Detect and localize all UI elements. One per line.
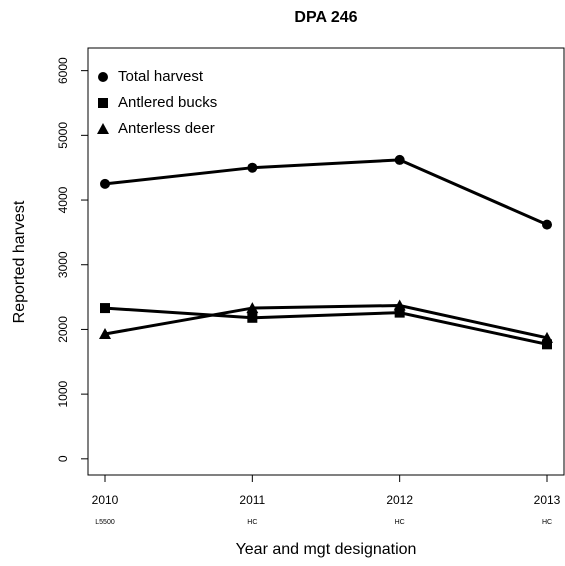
designation-label: HC <box>395 519 405 526</box>
y-tick-label: 4000 <box>56 186 70 213</box>
marker <box>542 219 552 230</box>
chart-title: DPA 246 <box>294 9 357 26</box>
marker <box>100 303 110 314</box>
x-tick-label: 2011 <box>239 493 265 507</box>
y-tick-label: 3000 <box>56 251 70 278</box>
x-tick-label: 2012 <box>386 493 413 507</box>
legend-label: Total harvest <box>118 68 204 85</box>
y-tick-label: 2000 <box>56 316 70 343</box>
legend-label: Anterless deer <box>118 120 215 137</box>
y-tick-label: 0 <box>56 455 70 462</box>
series-line <box>104 303 548 340</box>
marker <box>246 302 259 314</box>
plot-frame <box>87 47 565 476</box>
marker <box>541 331 553 343</box>
x-tick-label: 2013 <box>534 493 561 507</box>
y-tick-label: 6000 <box>56 57 70 84</box>
marker <box>99 327 111 339</box>
series-line <box>104 306 548 346</box>
legend-marker <box>97 123 109 134</box>
legend-label: Antlered bucks <box>118 94 217 111</box>
marker <box>394 307 405 318</box>
marker <box>542 339 552 350</box>
marker <box>100 178 110 189</box>
x-axis-label: Year and mgt designation <box>236 541 417 558</box>
y-tick-label: 5000 <box>56 122 70 149</box>
marker <box>247 162 258 173</box>
designation-label: HC <box>247 519 257 526</box>
x-tick-label: 2010 <box>92 493 119 507</box>
y-tick-label: 1000 <box>56 380 70 407</box>
marker <box>394 154 405 165</box>
series-line <box>104 158 548 226</box>
y-axis-label: Reported harvest <box>11 200 28 323</box>
legend-marker <box>98 72 108 82</box>
legend-marker <box>98 98 108 108</box>
marker <box>393 299 406 311</box>
designation-label: HC <box>542 519 552 526</box>
designation-label: L5500 <box>95 519 115 526</box>
marker <box>247 312 258 323</box>
